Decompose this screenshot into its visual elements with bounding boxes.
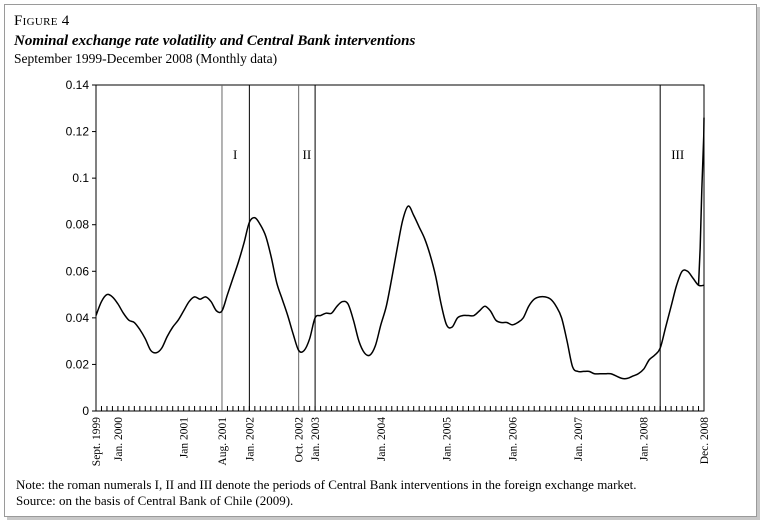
x-tick-label: Dec. 2008 <box>699 417 711 465</box>
figure-subtitle: September 1999-December 2008 (Monthly da… <box>14 51 278 66</box>
series-volatility-line <box>95 205 705 380</box>
plot-area <box>95 84 705 412</box>
x-tick-label: Oct. 2002 <box>294 417 306 463</box>
x-tick-label: Jan. 2005 <box>442 417 454 461</box>
intervention-label: II <box>303 147 312 162</box>
x-tick-label: Jan. 2000 <box>113 417 125 461</box>
y-tick-label: 0.06 <box>66 264 90 278</box>
x-tick-label: Jan 2001 <box>179 417 191 458</box>
y-tick-label: 0.08 <box>66 218 90 232</box>
x-tick-label: Aug. 2001 <box>217 417 229 466</box>
intervention-label: III <box>671 147 684 162</box>
x-tick-label: Jan. 2004 <box>376 417 388 461</box>
figure-note: Note: the roman numerals I, II and III d… <box>16 477 637 492</box>
y-tick-label: 0.04 <box>66 311 90 325</box>
figure-label: Figure 4 <box>14 13 70 29</box>
series-volatility-spike <box>697 117 705 286</box>
intervention-label: I <box>233 147 237 162</box>
x-tick-label: Jan. 2006 <box>507 417 519 461</box>
x-tick-label: Sept. 1999 <box>91 417 103 466</box>
x-tick-label: Jan. 2008 <box>639 417 651 461</box>
y-tick-label: 0.14 <box>66 78 90 92</box>
x-tick-label: Jan. 2002 <box>244 417 256 461</box>
y-tick-label: 0.02 <box>66 357 90 371</box>
x-tick-label: Jan. 2003 <box>310 417 322 461</box>
figure-source: Source: on the basis of Central Bank of … <box>16 493 294 508</box>
figure-title: Nominal exchange rate volatility and Cen… <box>14 33 416 49</box>
y-tick-label: 0.1 <box>72 171 89 185</box>
x-tick-label: Jan. 2007 <box>573 417 585 461</box>
y-tick-label: 0 <box>82 404 89 418</box>
figure-frame <box>4 4 757 517</box>
y-tick-label: 0.12 <box>66 125 90 139</box>
